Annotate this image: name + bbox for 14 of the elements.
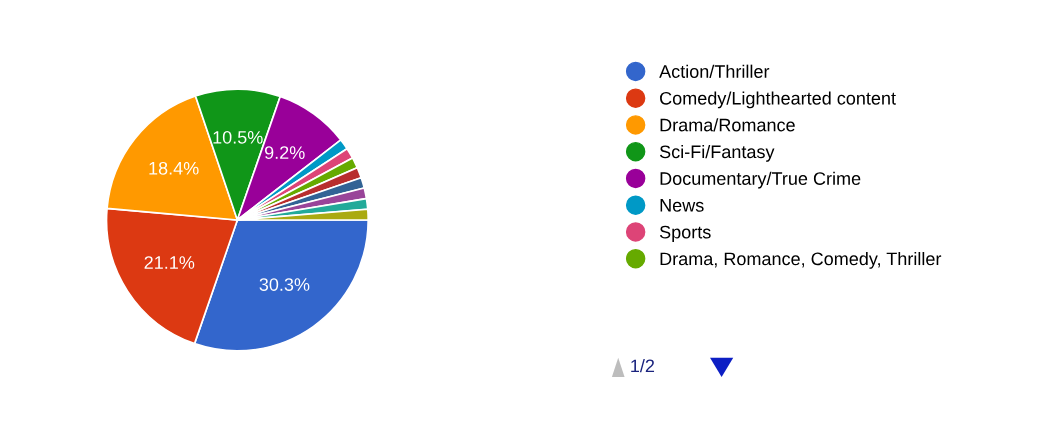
- data-label: 9.2%: [264, 146, 305, 159]
- legend-label: Documentary/True Crime: [660, 171, 861, 189]
- legend-label: Action/Thriller: [659, 64, 770, 78]
- legend-label: Drama, Romance, Comedy, Thriller: [660, 251, 942, 269]
- data-label: 18.4%: [149, 161, 199, 175]
- data-label: 30.3%: [259, 278, 310, 291]
- legend-label: Sports: [659, 225, 711, 243]
- data-label: 21.1%: [144, 256, 195, 269]
- legend-label: Comedy/Lighthearted content: [660, 91, 896, 109]
- text: 1/2: [631, 358, 655, 373]
- legend-label: News: [660, 199, 704, 212]
- legend-label: Sci-Fi/Fantasy: [659, 144, 775, 162]
- data-label: 10.5%: [213, 130, 263, 144]
- legend-label: Drama/Romance: [660, 118, 795, 132]
